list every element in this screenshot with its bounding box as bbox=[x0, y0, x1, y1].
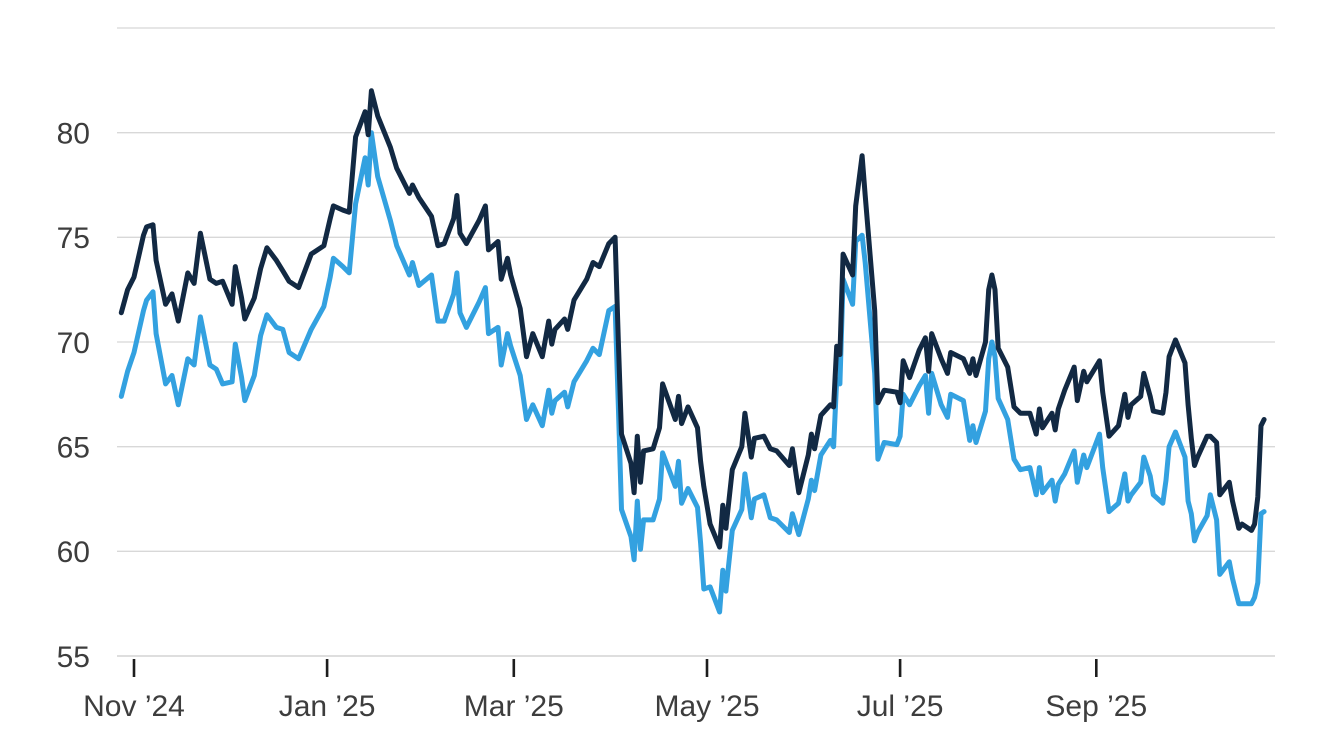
x-axis-tick-label: Jul ’25 bbox=[857, 690, 944, 723]
x-axis-tick-label: Sep ’25 bbox=[1045, 690, 1147, 723]
y-axis-tick-label: 55 bbox=[57, 641, 90, 674]
x-axis-tick-label: May ’25 bbox=[654, 690, 759, 723]
y-axis-tick-label: 70 bbox=[57, 327, 90, 360]
y-axis-tick-label: 80 bbox=[57, 118, 90, 151]
y-axis-tick-label: 75 bbox=[57, 222, 90, 255]
y-axis-tick-label: 65 bbox=[57, 432, 90, 465]
x-axis-tick-label: Jan ’25 bbox=[279, 690, 376, 723]
y-axis-tick-label: 60 bbox=[57, 536, 90, 569]
x-axis-tick-label: Nov ’24 bbox=[83, 690, 185, 723]
x-axis-tick-label: Mar ’25 bbox=[464, 690, 564, 723]
series-light-blue-line bbox=[118, 130, 1267, 615]
series-dark-navy-line bbox=[118, 88, 1267, 550]
